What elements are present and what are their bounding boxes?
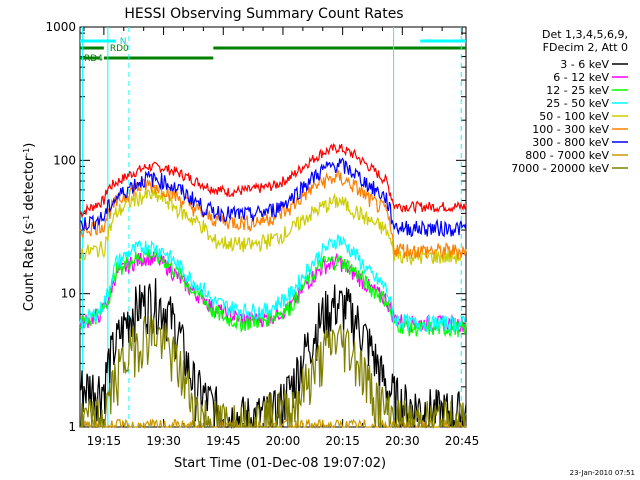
legend-header: Det 1,3,4,5,6,9, <box>542 28 628 41</box>
y-label-sup1: -1 <box>22 215 31 223</box>
series-line-3 <box>79 234 467 334</box>
y-label-suffix: ) <box>22 143 37 148</box>
x-tick-label: 19:15 <box>87 434 122 448</box>
chart-title: HESSI Observing Summary Count Rates <box>124 6 403 22</box>
n-label: N <box>120 37 127 47</box>
x-tick-label: 19:30 <box>146 434 181 448</box>
series-line-5 <box>79 168 467 260</box>
rd0-label: RD0 <box>110 44 129 54</box>
legend-label: 300 - 800 keV <box>532 136 609 149</box>
series-line-0 <box>79 278 467 429</box>
legend-label: 7000 - 20000 keV <box>511 162 609 175</box>
x-tick-label: 20:15 <box>325 434 360 448</box>
legend-label: 800 - 7000 keV <box>525 149 609 162</box>
legend-label: 50 - 100 keV <box>539 110 609 123</box>
series-line-red <box>79 143 467 219</box>
y-label-mid: detector <box>22 155 37 215</box>
x-tick-label: 20:30 <box>385 434 420 448</box>
x-tick-label: 20:45 <box>445 434 480 448</box>
svg-text:Count Rate (s-1 detector-1): Count Rate (s-1 detector-1) <box>22 143 38 312</box>
legend-label: 100 - 300 keV <box>532 123 609 136</box>
series-line-1 <box>79 251 467 333</box>
x-tick-label: 19:45 <box>206 434 241 448</box>
legend-label: 3 - 6 keV <box>560 58 609 71</box>
y-tick-label: 1000 <box>45 20 76 34</box>
footer-date: 23-Jan-2010 07:51 <box>570 469 635 477</box>
legend-label: 12 - 25 keV <box>546 84 609 97</box>
series-line-6 <box>79 157 467 238</box>
series-line-4 <box>79 188 467 266</box>
series-line-8 <box>80 316 467 430</box>
y-label-prefix: Count Rate (s <box>22 223 37 312</box>
rd4-label: RD4 <box>84 54 103 64</box>
y-label-sup2: -1 <box>22 148 31 156</box>
legend-label: 25 - 50 keV <box>546 97 609 110</box>
legend-label: 6 - 12 keV <box>553 71 609 84</box>
legend-header: FDecim 2, Att 0 <box>543 41 628 54</box>
x-axis-label: Start Time (01-Dec-08 19:07:02) <box>174 456 386 471</box>
x-tick-label: 20:00 <box>266 434 301 448</box>
y-tick-label: 1 <box>68 420 76 434</box>
y-tick-label: 10 <box>61 287 76 301</box>
y-tick-label: 100 <box>53 153 76 167</box>
y-axis-label: Count Rate (s-1 detector-1) <box>22 143 38 312</box>
